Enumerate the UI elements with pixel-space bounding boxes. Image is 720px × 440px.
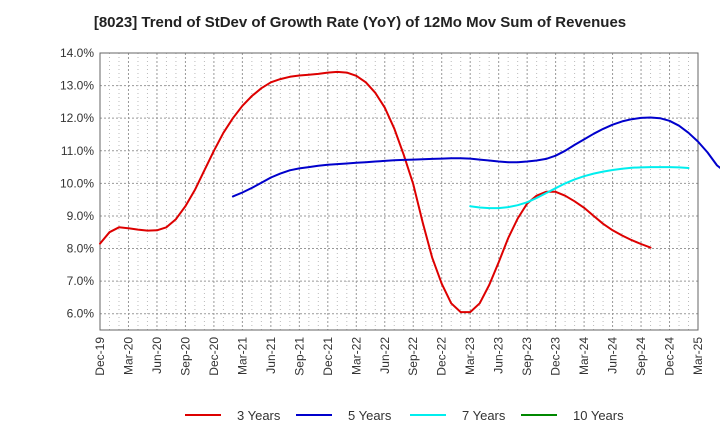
y-tick-label: 6.0% bbox=[67, 307, 95, 321]
series-line-3-years bbox=[99, 70, 652, 314]
series-line-7-years bbox=[469, 166, 690, 210]
x-tick-label: Sep-20 bbox=[178, 337, 192, 376]
legend-swatch-3-years bbox=[185, 414, 221, 416]
x-tick-label: Dec-23 bbox=[549, 337, 563, 376]
plot-frame bbox=[99, 52, 699, 331]
y-tick-label: 7.0% bbox=[67, 274, 95, 288]
y-tick-label: 11.0% bbox=[61, 144, 94, 158]
x-tick-label: Mar-25 bbox=[691, 337, 705, 375]
y-tick-label: 10.0% bbox=[60, 176, 94, 190]
y-axis-ticks: 6.0% 7.0% 8.0% 9.0% 10.0% 11.0% 12.0% 13.0% 14.0… bbox=[60, 46, 94, 321]
x-tick-label: Sep-22 bbox=[406, 337, 420, 376]
legend-item-5-years: 5 Years bbox=[296, 404, 391, 426]
grid-lines bbox=[99, 52, 699, 330]
x-tick-label: Mar-23 bbox=[463, 337, 477, 375]
legend-item-10-years: 10 Years bbox=[521, 404, 624, 426]
legend-item-7-years: 7 Years bbox=[410, 404, 505, 426]
x-tick-label: Jun-22 bbox=[378, 337, 392, 374]
x-tick-label: Sep-23 bbox=[520, 337, 534, 376]
legend: 3 Years 5 Years 7 Years 10 Years bbox=[0, 404, 720, 426]
y-tick-label: 9.0% bbox=[67, 209, 95, 223]
legend-item-3-years: 3 Years bbox=[185, 404, 280, 426]
legend-label-10-years: 10 Years bbox=[573, 407, 624, 423]
x-tick-label: Dec-19 bbox=[93, 337, 107, 376]
legend-swatch-10-years bbox=[521, 414, 557, 416]
x-tick-label: Mar-21 bbox=[235, 337, 249, 375]
legend-label-3-years: 3 Years bbox=[237, 407, 281, 423]
x-tick-label: Mar-20 bbox=[121, 337, 135, 375]
x-tick-label: Dec-24 bbox=[663, 337, 677, 376]
x-axis-ticks: Dec-19 Mar-20 Jun-20 Sep-20 Dec-20 Mar-21 Jun-… bbox=[93, 337, 705, 376]
x-tick-label: Dec-21 bbox=[321, 337, 335, 376]
legend-label-7-years: 7 Years bbox=[462, 407, 506, 423]
y-tick-label: 13.0% bbox=[60, 79, 94, 93]
x-tick-label: Mar-24 bbox=[577, 337, 591, 375]
x-tick-label: Jun-23 bbox=[492, 337, 506, 374]
x-tick-label: Dec-22 bbox=[435, 337, 449, 376]
legend-label-5-years: 5 Years bbox=[348, 407, 392, 423]
series-lines bbox=[99, 70, 720, 314]
x-tick-label: Mar-22 bbox=[349, 337, 363, 375]
legend-swatch-5-years bbox=[296, 414, 332, 416]
legend-swatch-7-years bbox=[410, 414, 446, 416]
x-tick-label: Dec-20 bbox=[207, 337, 221, 376]
series-line-5-years bbox=[231, 116, 720, 198]
x-tick-label: Sep-24 bbox=[634, 337, 648, 376]
y-tick-label: 14.0% bbox=[60, 46, 94, 60]
chart-title: [8023] Trend of StDev of Growth Rate (Yo… bbox=[93, 14, 627, 31]
y-tick-label: 12.0% bbox=[60, 111, 94, 125]
x-tick-label: Jun-21 bbox=[264, 337, 278, 374]
x-tick-label: Jun-24 bbox=[606, 337, 620, 374]
x-tick-label: Sep-21 bbox=[292, 337, 306, 376]
x-tick-label: Jun-20 bbox=[150, 337, 164, 374]
y-tick-label: 8.0% bbox=[67, 242, 95, 256]
